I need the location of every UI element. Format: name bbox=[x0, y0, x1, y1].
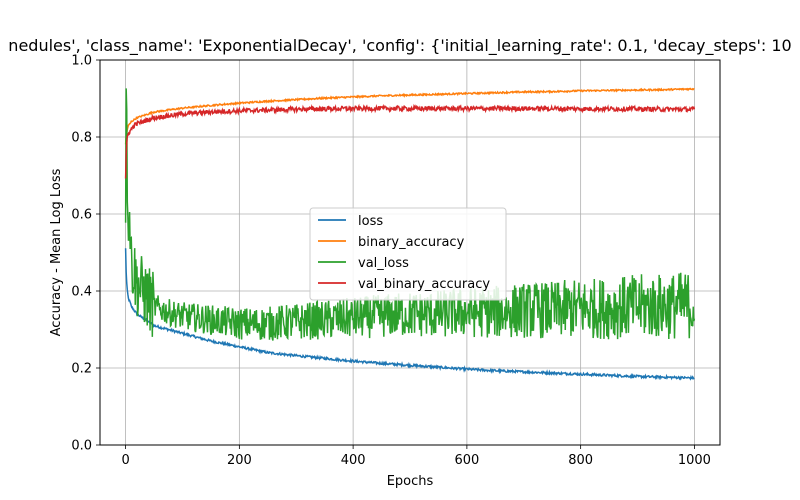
x-tick-label: 0 bbox=[121, 453, 129, 468]
x-tick-label: 400 bbox=[341, 453, 366, 468]
y-tick-label: 0.8 bbox=[71, 131, 92, 146]
y-axis-label: Accuracy - Mean Log Loss bbox=[49, 168, 64, 336]
x-tick-label: 200 bbox=[227, 453, 252, 468]
legend-box bbox=[309, 207, 507, 301]
series-line-loss bbox=[124, 248, 695, 381]
y-tick-label: 1.0 bbox=[71, 54, 92, 69]
y-tick-label: 0.0 bbox=[71, 439, 92, 454]
y-tick-label: 0.6 bbox=[71, 208, 92, 223]
legend-label: loss bbox=[358, 214, 383, 229]
plot-area-frame bbox=[99, 59, 721, 446]
series-line-binary-accuracy bbox=[124, 87, 695, 145]
legend-label: val_binary_accuracy bbox=[358, 277, 490, 292]
series-line-val-binary-accuracy bbox=[124, 103, 696, 179]
x-tick-label: 600 bbox=[454, 453, 479, 468]
legend-label: binary_accuracy bbox=[358, 235, 465, 250]
axis-ticks: 0 200 400 600 800 1000 0.0 0.2 0.4 0.6 0.8 1.0 bbox=[71, 54, 711, 469]
y-tick-label: 0.4 bbox=[71, 285, 92, 300]
x-tick-label: 800 bbox=[568, 453, 593, 468]
legend-label: val_loss bbox=[358, 256, 409, 271]
y-tick-label: 0.2 bbox=[71, 362, 92, 377]
x-axis-label: Epochs bbox=[387, 474, 434, 489]
chart-title: nedules', 'class_name': 'ExponentialDeca… bbox=[8, 36, 791, 56]
legend: loss binary_accuracy val_loss val_binary_ac… bbox=[309, 207, 507, 301]
x-tick-label: 1000 bbox=[678, 453, 711, 468]
